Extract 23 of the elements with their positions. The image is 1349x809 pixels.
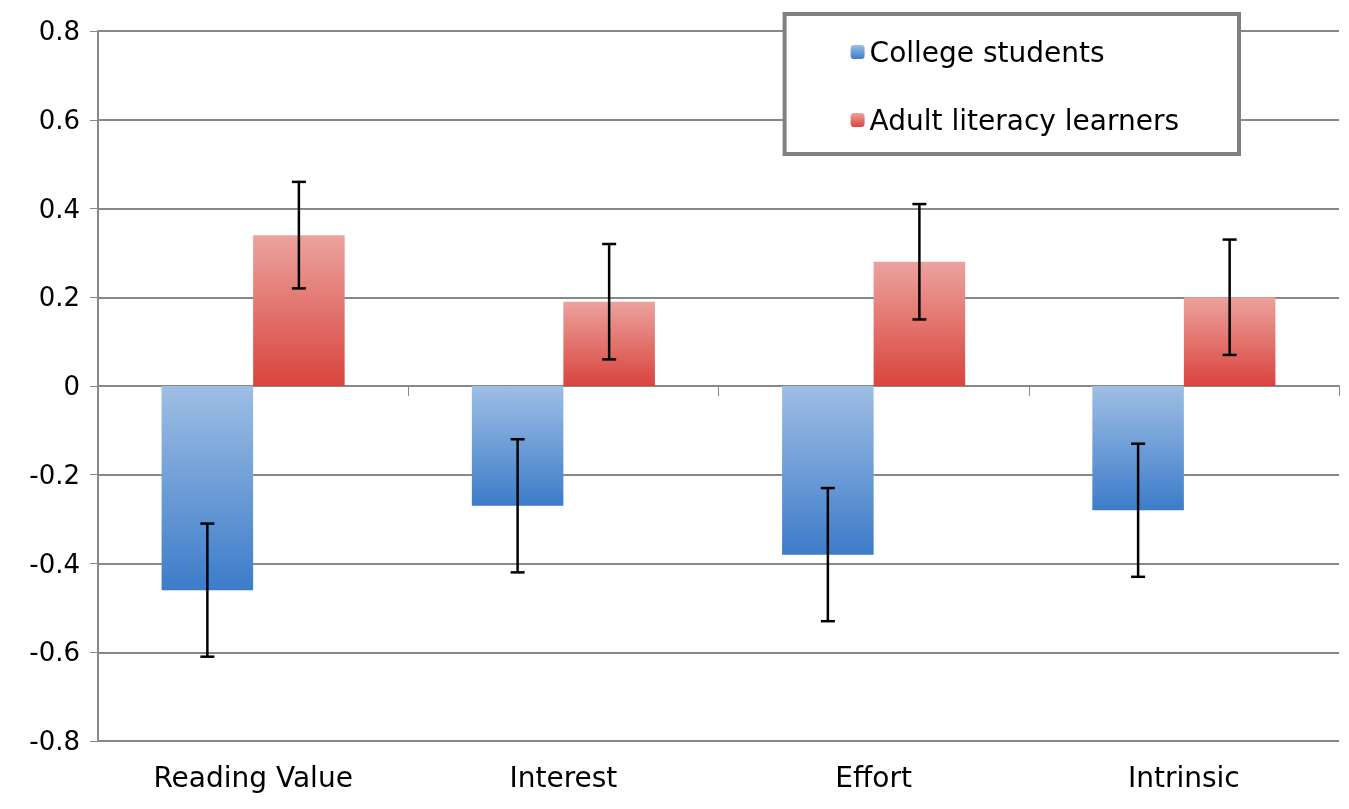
- y-tick-label: 0.2: [38, 282, 80, 313]
- x-tick-label: Interest: [509, 760, 618, 794]
- y-tick-label: -0.4: [29, 548, 80, 579]
- x-tick-label: Reading Value: [153, 760, 353, 794]
- bar: [471, 386, 564, 506]
- bar: [782, 386, 874, 555]
- legend-label: Adult literacy learners: [869, 103, 1180, 137]
- bar: [873, 261, 966, 386]
- y-tick-label: -0.6: [29, 637, 80, 668]
- bar: [563, 301, 655, 386]
- bar: [253, 235, 345, 386]
- y-tick-label: 0.4: [38, 193, 80, 224]
- x-tick-label: Intrinsic: [1127, 760, 1240, 794]
- bar: [161, 386, 254, 591]
- bar: [1183, 297, 1276, 386]
- y-tick-label: -0.8: [29, 726, 80, 756]
- y-tick-label: -0.2: [29, 459, 80, 490]
- y-tick-label: 0: [63, 371, 80, 401]
- bar: [1092, 386, 1184, 511]
- y-tick-label: 0.8: [38, 16, 80, 46]
- x-tick-label: Effort: [835, 760, 912, 794]
- legend-label: College students: [869, 35, 1105, 69]
- y-tick-label: 0.6: [38, 104, 80, 135]
